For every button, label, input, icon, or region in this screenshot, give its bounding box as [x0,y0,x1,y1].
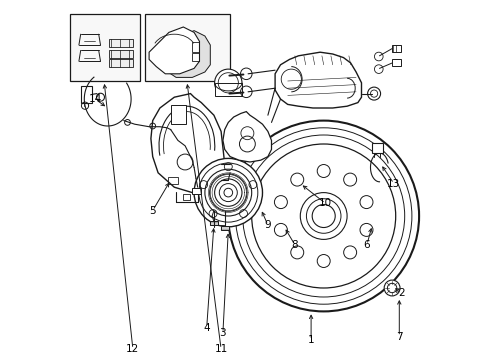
Bar [109,59,133,67]
Bar [214,83,242,96]
Bar [210,221,218,225]
Bar [183,194,189,200]
Text: 14: 14 [88,94,102,104]
Circle shape [194,158,262,227]
Polygon shape [149,27,199,74]
Polygon shape [223,112,271,162]
Bar [192,53,199,61]
Text: 8: 8 [291,240,298,250]
Polygon shape [158,31,210,77]
Bar [167,177,178,184]
Text: 5: 5 [149,206,156,216]
Circle shape [228,121,418,311]
Text: 12: 12 [126,344,139,354]
Bar [81,86,92,103]
Bar [391,45,400,52]
Bar [391,59,400,66]
Text: 7: 7 [395,332,402,342]
Bar [109,39,133,47]
Text: 2: 2 [397,288,404,298]
Bar [371,143,382,153]
Text: 9: 9 [264,220,271,230]
Bar [70,14,140,81]
Bar [192,42,199,52]
Bar [109,50,133,58]
Text: 11: 11 [214,344,227,354]
Text: 6: 6 [363,240,369,250]
Bar [192,188,201,194]
Circle shape [214,69,242,96]
Text: 3: 3 [219,328,226,338]
Bar [145,14,230,81]
Polygon shape [151,94,224,193]
Text: 10: 10 [318,198,331,208]
Text: 1: 1 [307,335,314,345]
Circle shape [384,280,399,296]
Text: 13: 13 [386,179,400,189]
Polygon shape [275,52,361,108]
Bar [170,105,185,124]
Text: 4: 4 [203,323,209,333]
Bar [221,226,228,230]
